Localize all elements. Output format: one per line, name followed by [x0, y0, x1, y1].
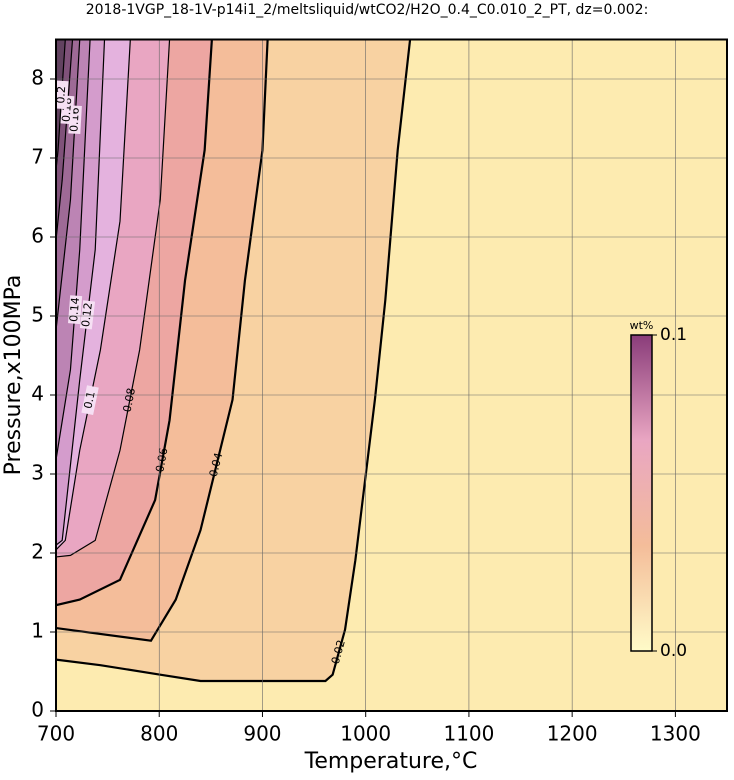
y-tick-label: 7 — [31, 145, 44, 169]
contour-label-group: 0.06 — [153, 447, 170, 473]
x-axis-label: Temperature,°C — [304, 749, 478, 774]
colorbar-tick-label: 0.1 — [660, 325, 687, 345]
y-tick-label: 5 — [31, 303, 44, 327]
contour-label-group: 0.02 — [329, 638, 348, 665]
contour-line — [56, 39, 74, 241]
contour-label-group: 0.14 — [67, 295, 83, 325]
y-tick-label: 2 — [31, 540, 44, 564]
x-tick-label: 700 — [37, 722, 75, 746]
x-tick-label: 1000 — [340, 722, 391, 746]
contour-label-group: 0.04 — [207, 451, 225, 478]
contour-line — [56, 39, 171, 558]
x-tick-label: 800 — [140, 722, 178, 746]
contour-label: 0.06 — [153, 447, 170, 473]
y-tick-label: 0 — [31, 698, 44, 722]
contour-label: 0.08 — [121, 387, 138, 414]
contour-label-bg — [81, 385, 99, 416]
contour-label: 0.02 — [329, 638, 348, 665]
contour-label-group: 0.12 — [79, 300, 96, 330]
y-tick-label: 8 — [31, 66, 44, 90]
plot-frame — [55, 38, 728, 712]
contour-line — [56, 39, 412, 683]
contour-label-bg — [56, 80, 69, 110]
colorbar-label: wt% — [630, 319, 654, 332]
y-axis-label: Pressure,x100MPa — [1, 275, 26, 476]
chart-title: 2018-1VGP_18-1V-p14i1_2/meltsliquid/wtCO… — [86, 2, 649, 18]
contour-line — [56, 39, 106, 546]
contour-label-bg — [68, 295, 83, 325]
x-tick-label: 900 — [243, 722, 281, 746]
contour-label: 0.12 — [79, 302, 95, 328]
y-tick-label: 6 — [31, 224, 44, 248]
contour-label: 0.04 — [207, 451, 225, 478]
plot-area: 0.020.040.060.080.10.120.140.160.180.2 — [54, 39, 727, 711]
contour-label-bg — [79, 300, 96, 330]
colorbar-tick-label: 0.0 — [660, 641, 687, 661]
contour-label-group: 0.2 — [54, 80, 69, 110]
x-tick-label: 1200 — [547, 722, 598, 746]
contour-label: 0.2 — [54, 86, 68, 104]
y-tick-label: 1 — [31, 619, 44, 643]
x-tick-label: 1300 — [650, 722, 701, 746]
y-tick-label: 3 — [31, 461, 44, 485]
contour-line — [56, 39, 213, 607]
contour-line — [56, 39, 81, 331]
contour-label-group: 0.08 — [121, 387, 138, 414]
colorbar — [630, 334, 653, 652]
contour-line — [56, 39, 269, 642]
x-tick-label: 1100 — [443, 722, 494, 746]
y-tick-label: 4 — [31, 382, 44, 406]
contour-label: 0.14 — [67, 297, 82, 322]
